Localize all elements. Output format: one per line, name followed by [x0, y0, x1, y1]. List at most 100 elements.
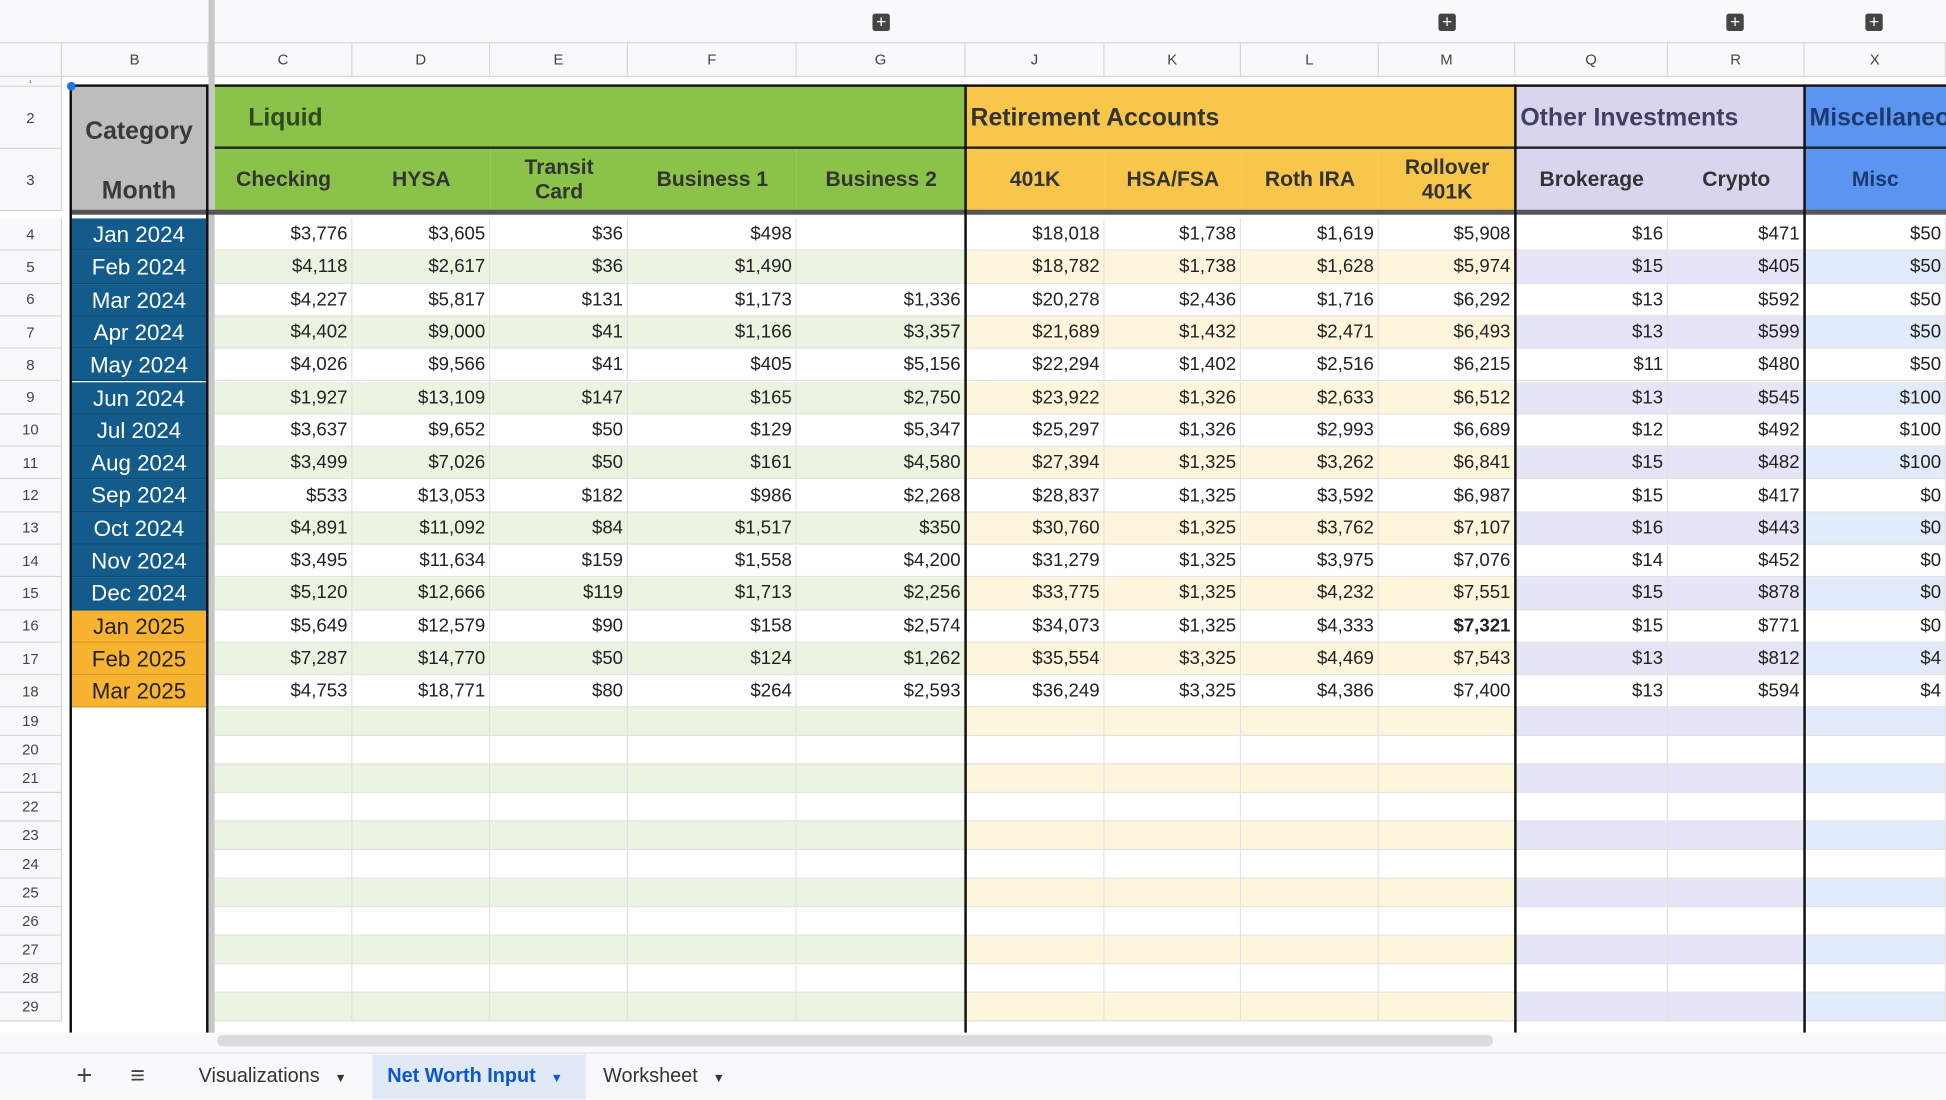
cell[interactable] [490, 878, 628, 908]
cell[interactable] [1241, 793, 1379, 822]
row-header[interactable]: 7 [0, 316, 63, 349]
cell[interactable]: $50 [490, 446, 628, 480]
cell[interactable]: $4,118 [214, 251, 353, 284]
cell[interactable] [796, 735, 966, 765]
cell[interactable]: $5,817 [352, 283, 491, 317]
cell[interactable]: $4 [1804, 642, 1946, 676]
cell[interactable]: $2,617 [352, 251, 491, 284]
cell[interactable] [1804, 850, 1946, 879]
cell[interactable]: $15 [1515, 479, 1669, 513]
cell[interactable] [627, 707, 797, 736]
cell[interactable] [1241, 992, 1379, 1022]
column-header[interactable]: C [214, 43, 353, 77]
cell[interactable]: $158 [627, 610, 797, 643]
cell[interactable] [1804, 793, 1946, 822]
cell[interactable]: $36 [490, 218, 628, 252]
cell[interactable]: $18,782 [965, 251, 1105, 284]
cell[interactable]: $41 [490, 316, 628, 349]
cell[interactable]: $50 [490, 414, 628, 447]
row-header[interactable]: 27 [0, 935, 63, 965]
cell[interactable] [1668, 878, 1805, 908]
cell[interactable] [627, 764, 797, 794]
cell[interactable] [352, 735, 491, 765]
cell[interactable]: $1,402 [1104, 348, 1242, 382]
cell[interactable]: $9,566 [352, 348, 491, 382]
cell[interactable]: $182 [490, 479, 628, 513]
cell[interactable]: $6,841 [1378, 446, 1516, 480]
tab-label[interactable]: Net Worth Input [387, 1066, 536, 1088]
cell[interactable] [1104, 878, 1242, 908]
cell[interactable]: $812 [1668, 642, 1805, 676]
cell[interactable]: $50 [1804, 283, 1946, 317]
cell[interactable]: $5,908 [1378, 218, 1516, 252]
cell[interactable] [1515, 878, 1669, 908]
cell[interactable]: $129 [627, 414, 797, 447]
cell[interactable]: $1,628 [1241, 251, 1379, 284]
cell[interactable]: $4,026 [214, 348, 353, 382]
cell[interactable]: $15 [1515, 446, 1669, 480]
cell[interactable] [627, 992, 797, 1022]
cell[interactable]: $2,633 [1241, 381, 1379, 415]
cell[interactable]: $3,637 [214, 414, 353, 447]
cell[interactable]: $1,326 [1104, 381, 1242, 415]
cell[interactable]: $1,738 [1104, 251, 1242, 284]
cell[interactable] [1104, 935, 1242, 965]
cell[interactable]: $5,974 [1378, 251, 1516, 284]
cell[interactable] [1378, 764, 1516, 794]
cell[interactable]: $80 [490, 675, 628, 709]
month-cell[interactable]: Jan 2025 [71, 610, 207, 643]
cell[interactable]: $1,713 [627, 577, 797, 611]
cell[interactable] [1104, 907, 1242, 936]
cell[interactable]: $1,490 [627, 251, 797, 284]
cell[interactable]: $594 [1668, 675, 1805, 709]
tab-label[interactable]: Visualizations [198, 1066, 320, 1088]
cell[interactable] [214, 735, 353, 765]
row-header[interactable]: 19 [0, 707, 63, 736]
row-header[interactable]: 4 [0, 218, 63, 252]
cell[interactable]: $3,605 [352, 218, 491, 252]
cell[interactable] [627, 735, 797, 765]
scrollbar[interactable] [217, 1035, 1494, 1047]
cell[interactable] [965, 935, 1105, 965]
tab-menu[interactable]: ▼ [550, 1072, 563, 1086]
cell[interactable] [490, 850, 628, 879]
cell[interactable]: $5,156 [796, 348, 966, 382]
cell[interactable]: $6,512 [1378, 381, 1516, 415]
cell[interactable]: $34,073 [965, 610, 1105, 643]
cell[interactable]: $405 [1668, 251, 1805, 284]
cell[interactable]: $350 [796, 512, 966, 545]
cell[interactable]: $11,092 [352, 512, 491, 545]
cell[interactable]: $4,469 [1241, 642, 1379, 676]
cell[interactable]: $35,554 [965, 642, 1105, 676]
month-cell[interactable]: Oct 2024 [71, 512, 207, 545]
cell[interactable]: $13 [1515, 283, 1669, 317]
cell[interactable] [965, 735, 1105, 765]
cell[interactable]: $3,357 [796, 316, 966, 349]
cell[interactable] [1378, 821, 1516, 851]
cell[interactable]: $6,987 [1378, 479, 1516, 513]
cell[interactable]: $36 [490, 251, 628, 284]
cell[interactable]: $2,993 [1241, 414, 1379, 447]
sheet-tab[interactable]: Net Worth Input ▼ [372, 1054, 586, 1100]
cell[interactable] [1804, 764, 1946, 794]
cell[interactable] [352, 878, 491, 908]
cell[interactable]: $4,232 [1241, 577, 1379, 611]
cell[interactable]: $119 [490, 577, 628, 611]
cell[interactable] [1804, 878, 1946, 908]
row-header[interactable]: 9 [0, 381, 63, 415]
cell[interactable]: $2,593 [796, 675, 966, 709]
month-cell[interactable]: Mar 2025 [71, 675, 207, 709]
cell[interactable]: $2,516 [1241, 348, 1379, 382]
column-header[interactable]: J [965, 43, 1105, 77]
cell[interactable]: $405 [627, 348, 797, 382]
cell[interactable] [214, 850, 353, 879]
cell[interactable]: $4,227 [214, 283, 353, 317]
cell[interactable] [1378, 907, 1516, 936]
cell[interactable]: $9,652 [352, 414, 491, 447]
cell[interactable] [214, 907, 353, 936]
cell[interactable] [352, 707, 491, 736]
cell[interactable] [627, 935, 797, 965]
cell[interactable]: $84 [490, 512, 628, 545]
cell[interactable] [1804, 735, 1946, 765]
cell[interactable] [1804, 821, 1946, 851]
